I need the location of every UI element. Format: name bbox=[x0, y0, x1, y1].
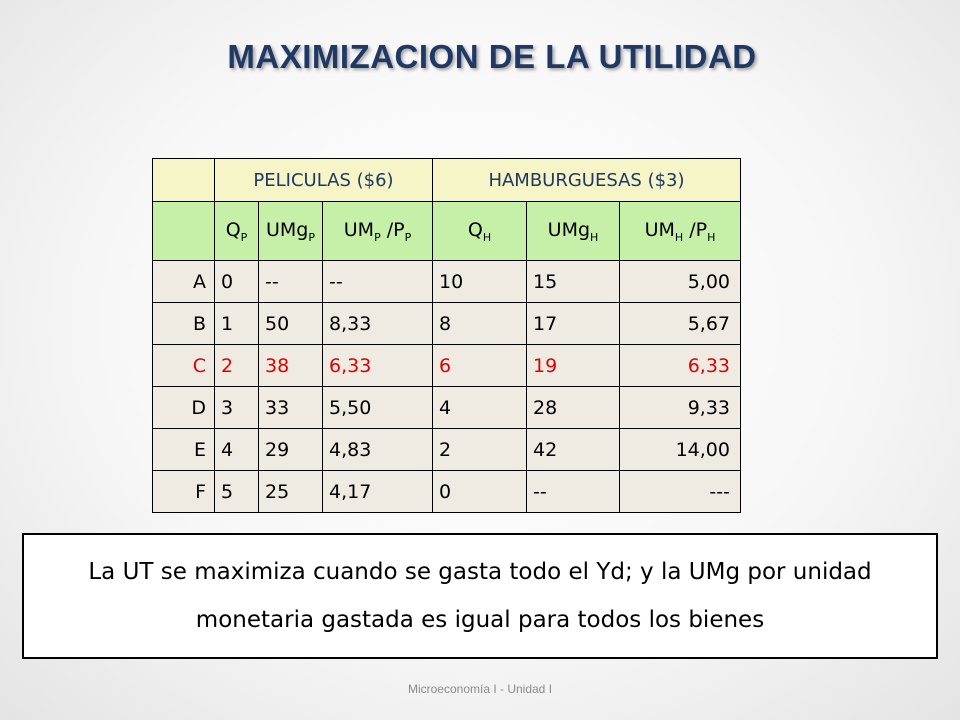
slide-footer: Microeconomía I - Unidad I bbox=[407, 682, 553, 696]
row-label: B bbox=[152, 302, 215, 345]
umh-cell: 5,67 bbox=[619, 302, 741, 345]
qh-cell: 0 bbox=[432, 470, 527, 513]
table-group-header-row: PELICULAS ($6) HAMBURGUESAS ($3) bbox=[152, 158, 741, 202]
qp-cell: 5 bbox=[214, 470, 259, 513]
umgp-cell: 33 bbox=[258, 386, 323, 429]
ump-cell: -- bbox=[322, 260, 433, 303]
qh-header: QH bbox=[432, 201, 527, 261]
qp-cell: 2 bbox=[214, 344, 259, 387]
ump-pp-header: UMP /PP bbox=[322, 201, 433, 261]
qh-cell: 10 bbox=[432, 260, 527, 303]
ump-cell: 4,83 bbox=[322, 428, 433, 471]
qp-cell: 4 bbox=[214, 428, 259, 471]
umgh-cell: 17 bbox=[526, 302, 620, 345]
row-label: F bbox=[152, 470, 215, 513]
umgh-cell: -- bbox=[526, 470, 620, 513]
umgh-cell: 15 bbox=[526, 260, 620, 303]
qp-cell: 3 bbox=[214, 386, 259, 429]
umgp-cell: -- bbox=[258, 260, 323, 303]
table-row-e: E 4 29 4,83 2 42 14,00 bbox=[152, 428, 741, 471]
ump-cell: 6,33 bbox=[322, 344, 433, 387]
umgp-cell: 29 bbox=[258, 428, 323, 471]
row-label: D bbox=[152, 386, 215, 429]
umgp-cell: 38 bbox=[258, 344, 323, 387]
row-label: C bbox=[152, 344, 215, 387]
ump-cell: 5,50 bbox=[322, 386, 433, 429]
table-row-f: F 5 25 4,17 0 -- --- bbox=[152, 470, 741, 513]
qp-cell: 0 bbox=[214, 260, 259, 303]
table-subheader-row: QP UMgP UMP /PP QH UMgH UMH /PH bbox=[152, 201, 741, 261]
umh-cell: 14,00 bbox=[619, 428, 741, 471]
corner-cell bbox=[152, 201, 215, 261]
umgh-cell: 42 bbox=[526, 428, 620, 471]
row-label: E bbox=[152, 428, 215, 471]
hamburguesas-header: HAMBURGUESAS ($3) bbox=[432, 158, 741, 202]
slide-title: MAXIMIZACION DE LA UTILIDAD bbox=[227, 38, 757, 75]
umgp-cell: 50 bbox=[258, 302, 323, 345]
peliculas-header: PELICULAS ($6) bbox=[214, 158, 433, 202]
conclusion-box: La UT se maximiza cuando se gasta todo e… bbox=[22, 533, 938, 659]
table-row-d: D 3 33 5,50 4 28 9,33 bbox=[152, 386, 741, 429]
conclusion-text: La UT se maximiza cuando se gasta todo e… bbox=[88, 559, 872, 633]
qp-cell: 1 bbox=[214, 302, 259, 345]
utility-table: PELICULAS ($6) HAMBURGUESAS ($3) QP UMgP… bbox=[152, 158, 741, 513]
table-row-a: A 0 -- -- 10 15 5,00 bbox=[152, 260, 741, 303]
qh-cell: 6 bbox=[432, 344, 527, 387]
umgp-header: UMgP bbox=[258, 201, 323, 261]
umgh-cell: 19 bbox=[526, 344, 620, 387]
qh-cell: 8 bbox=[432, 302, 527, 345]
corner-cell bbox=[152, 158, 215, 202]
qh-cell: 4 bbox=[432, 386, 527, 429]
table-row-c-optimal: C 2 38 6,33 6 19 6,33 bbox=[152, 344, 741, 387]
row-label: A bbox=[152, 260, 215, 303]
umh-cell: 9,33 bbox=[619, 386, 741, 429]
umh-cell: --- bbox=[619, 470, 741, 513]
umh-cell: 5,00 bbox=[619, 260, 741, 303]
umgp-cell: 25 bbox=[258, 470, 323, 513]
ump-cell: 4,17 bbox=[322, 470, 433, 513]
umgh-header: UMgH bbox=[526, 201, 620, 261]
umh-ph-header: UMH /PH bbox=[619, 201, 741, 261]
umh-cell: 6,33 bbox=[619, 344, 741, 387]
umgh-cell: 28 bbox=[526, 386, 620, 429]
qh-cell: 2 bbox=[432, 428, 527, 471]
table-row-b: B 1 50 8,33 8 17 5,67 bbox=[152, 302, 741, 345]
qp-header: QP bbox=[214, 201, 259, 261]
ump-cell: 8,33 bbox=[322, 302, 433, 345]
